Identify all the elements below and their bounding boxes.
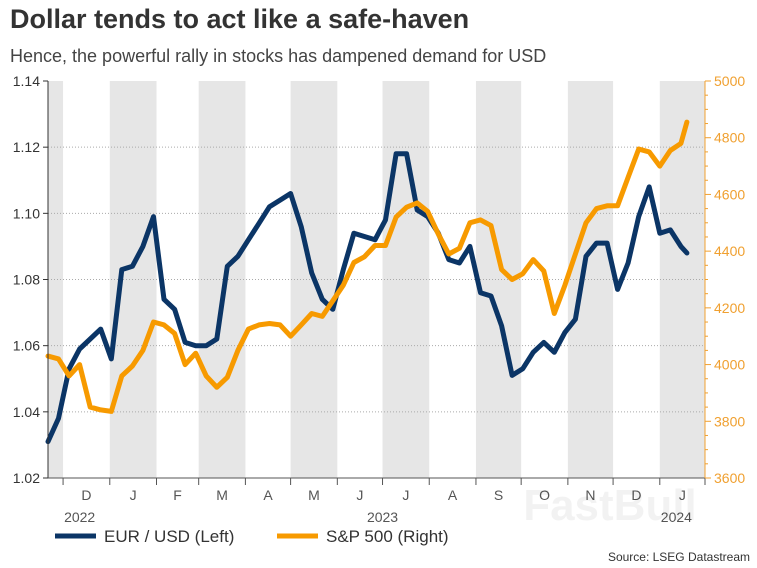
y-left-tick-label: 1.06	[13, 338, 40, 354]
x-tick-label: J	[356, 487, 363, 503]
x-tick-label: J	[402, 487, 409, 503]
y-left-tick-label: 1.04	[13, 404, 40, 420]
legend: EUR / USD (Left) S&P 500 (Right)	[55, 527, 449, 546]
y-left-tick-label: 1.14	[13, 73, 40, 89]
y-right-tick-label: 4600	[714, 186, 745, 202]
month-band	[567, 81, 614, 478]
y-left-tick-label: 1.08	[13, 272, 40, 288]
x-tick-label: F	[173, 487, 182, 503]
y-right-tick-label: 4000	[714, 357, 745, 373]
legend-label-eurusd: EUR / USD (Left)	[104, 527, 234, 546]
x-tick-label: M	[216, 487, 228, 503]
chart-subtitle: Hence, the powerful rally in stocks has …	[10, 46, 547, 66]
year-label: 2024	[661, 509, 692, 525]
year-label: 2022	[64, 509, 95, 525]
series-line-eurusd	[45, 151, 690, 445]
y-right-tick-label: 3600	[714, 470, 745, 486]
x-tick-label: D	[631, 487, 641, 503]
watermark-logo: FastBull	[523, 481, 697, 530]
chart-title: Dollar tends to act like a safe-haven	[10, 4, 470, 34]
month-band	[109, 81, 157, 478]
legend-label-sp500: S&P 500 (Right)	[326, 527, 449, 546]
y-left-tick-label: 1.02	[13, 470, 40, 486]
x-tick-label: J	[679, 487, 686, 503]
year-label: 2023	[367, 509, 398, 525]
series-line-sp500	[45, 119, 690, 414]
x-tick-label: J	[130, 487, 137, 503]
source-note: Source: LSEG Datastream	[608, 550, 750, 564]
y-right-tick-label: 4800	[714, 130, 745, 146]
y-right-tick-label: 5000	[714, 73, 745, 89]
y-left-tick-label: 1.10	[13, 205, 40, 221]
x-tick-label: N	[585, 487, 595, 503]
x-tick-label: D	[81, 487, 91, 503]
y-right-tick-label: 4200	[714, 300, 745, 316]
x-tick-label: O	[539, 487, 550, 503]
x-tick-label: S	[494, 487, 503, 503]
x-tick-label: M	[308, 487, 320, 503]
y-right-tick-label: 4400	[714, 243, 745, 259]
month-band	[48, 81, 64, 478]
y-left-tick-label: 1.12	[13, 139, 40, 155]
x-tick-label: A	[263, 487, 273, 503]
x-tick-label: A	[448, 487, 458, 503]
y-right-tick-label: 3800	[714, 413, 745, 429]
month-band	[659, 81, 705, 478]
